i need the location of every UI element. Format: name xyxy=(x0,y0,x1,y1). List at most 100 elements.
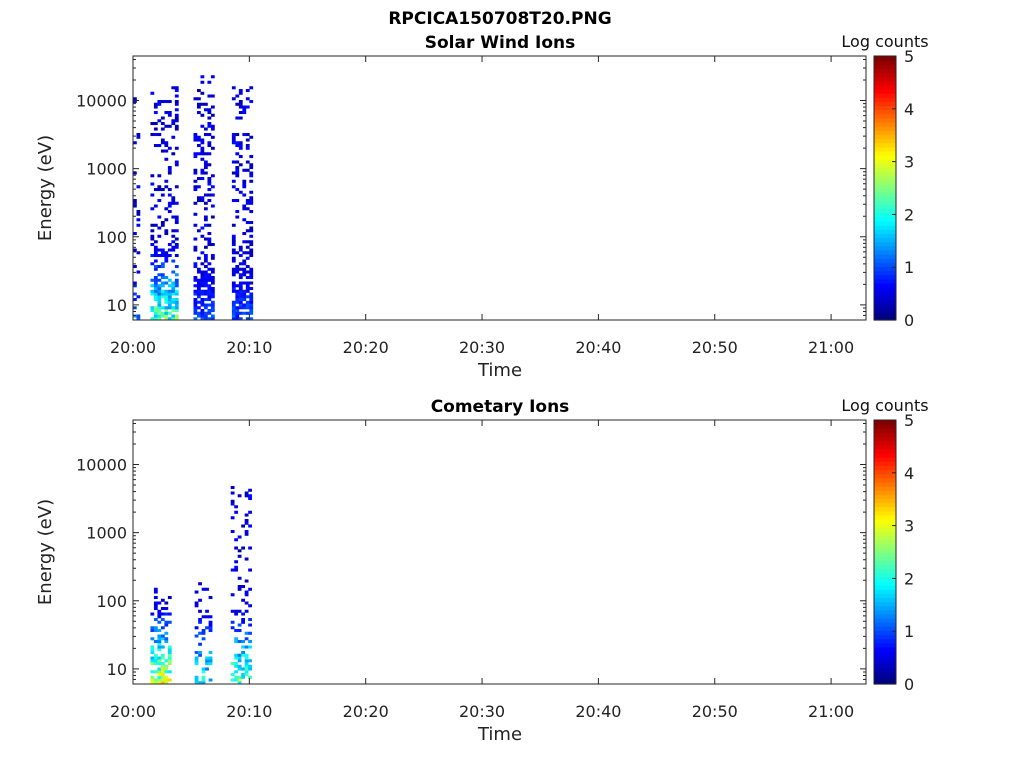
spectrogram-cell xyxy=(157,289,162,293)
spectrogram-cell xyxy=(153,653,158,657)
spectrogram-cell xyxy=(237,629,242,633)
colorbar-swatch xyxy=(874,564,896,570)
spectrogram-cell xyxy=(242,108,247,112)
spectrogram-cell xyxy=(160,127,165,131)
spectrogram-cell xyxy=(157,306,162,310)
spectrogram-cell xyxy=(234,662,239,666)
spectrogram-cell xyxy=(244,659,249,663)
spectrogram-cell xyxy=(241,598,245,602)
y-axis: 10 100 1000 10000 xyxy=(76,58,866,321)
spectrogram-cell xyxy=(164,207,169,211)
spectrogram-cell xyxy=(160,618,165,622)
spectrogram-cell xyxy=(237,494,242,498)
spectrogram-cell xyxy=(231,243,236,247)
spectrogram-cell xyxy=(210,317,215,321)
spectrogram-cell xyxy=(167,300,172,304)
spectrogram-cell xyxy=(242,204,247,208)
spectrogram-cell xyxy=(167,311,172,315)
spectrogram-cell xyxy=(245,229,250,233)
spectrogram-cell xyxy=(171,287,176,291)
colorbar-swatch xyxy=(874,618,896,623)
spectrogram-cell xyxy=(194,675,199,679)
spectrogram-cell xyxy=(249,311,254,315)
spectrogram-cell xyxy=(157,273,162,277)
spectrogram-cell xyxy=(133,298,137,302)
spectrogram-cell xyxy=(242,273,247,277)
x-tick-label: 20:20 xyxy=(343,702,389,721)
spectrogram-cell xyxy=(230,620,235,624)
spectrogram-cell xyxy=(237,587,242,591)
spectrogram-cell xyxy=(207,237,212,241)
spectrogram-cell xyxy=(198,618,202,622)
spectrogram-cell xyxy=(174,86,179,90)
spectrogram-cell xyxy=(210,243,215,247)
spectrogram-cell xyxy=(164,681,169,685)
spectrogram-cell xyxy=(196,138,201,142)
spectrogram-cell xyxy=(244,637,249,641)
spectrogram-cell xyxy=(249,287,254,291)
colorbar-swatch xyxy=(874,274,896,280)
x-tick-label: 20:30 xyxy=(459,702,505,721)
spectrogram-cell xyxy=(245,306,250,310)
spectrogram-cell xyxy=(150,229,155,233)
colorbar-swatch xyxy=(874,461,896,466)
colorbar-frame xyxy=(873,419,897,685)
spectrogram-cell xyxy=(249,267,254,271)
colorbar-swatch xyxy=(874,84,896,90)
spectrogram-cell xyxy=(150,675,155,679)
spectrogram-cell xyxy=(234,640,239,644)
colorbar-swatch xyxy=(874,560,896,565)
spectrogram-cell xyxy=(171,135,176,139)
colorbar-swatch xyxy=(874,539,896,545)
spectrogram-cell xyxy=(153,295,158,299)
colorbar-swatch xyxy=(874,109,896,115)
spectrogram-cell xyxy=(208,662,213,666)
spectrogram-cell xyxy=(245,89,250,93)
colorbar-swatch xyxy=(874,630,896,636)
spectrogram-cell xyxy=(242,267,247,271)
spectrogram-cell xyxy=(200,278,205,282)
spectrogram-cell xyxy=(150,223,155,227)
spectrogram-cell xyxy=(157,292,162,296)
spectrogram-cell xyxy=(200,157,205,161)
spectrogram-cell xyxy=(157,300,162,304)
colorbar-swatch xyxy=(874,159,896,164)
spectrogram-cell xyxy=(153,670,158,674)
spectrogram-cell xyxy=(196,289,201,293)
spectrogram-cell xyxy=(157,612,162,616)
spectrogram-cell xyxy=(238,111,243,115)
spectrogram-cell xyxy=(160,314,165,318)
spectrogram-cell xyxy=(164,675,169,679)
spectrogram-cell xyxy=(160,138,165,142)
spectrogram-cell xyxy=(248,510,252,514)
spectrogram-cell xyxy=(207,116,212,120)
spectrogram-cell xyxy=(194,681,199,685)
spectrogram-cell xyxy=(164,295,169,299)
spectrogram-cell xyxy=(196,135,201,139)
spectrogram-cell xyxy=(210,300,215,304)
spectrogram-cell xyxy=(171,309,176,313)
spectrogram-cell xyxy=(235,116,240,120)
spectrogram-cell xyxy=(249,221,254,225)
spectrogram-cell xyxy=(164,306,169,310)
spectrogram-cell xyxy=(207,311,212,315)
spectrogram-cell xyxy=(196,256,201,260)
spectrogram-cell xyxy=(231,141,236,145)
spectrogram-cell xyxy=(157,303,162,307)
spectrogram-cell xyxy=(248,631,252,635)
spectrogram-cell xyxy=(234,629,239,633)
spectrogram-cell xyxy=(237,554,242,558)
spectrogram-cell xyxy=(235,168,240,172)
spectrogram-cell xyxy=(241,612,245,616)
spectrogram-cell xyxy=(200,149,205,153)
spectrogram-cell xyxy=(160,637,165,641)
spectrogram-cell xyxy=(167,146,172,150)
spectrogram-cell xyxy=(245,303,250,307)
spectrogram-cell xyxy=(203,215,208,219)
spectrogram-cell xyxy=(193,212,198,216)
plot-frame xyxy=(132,55,867,321)
spectrogram-cell xyxy=(157,199,162,203)
colorbar-swatch xyxy=(874,303,896,309)
spectrogram-cell xyxy=(203,259,208,263)
spectrogram-cell xyxy=(200,300,205,304)
